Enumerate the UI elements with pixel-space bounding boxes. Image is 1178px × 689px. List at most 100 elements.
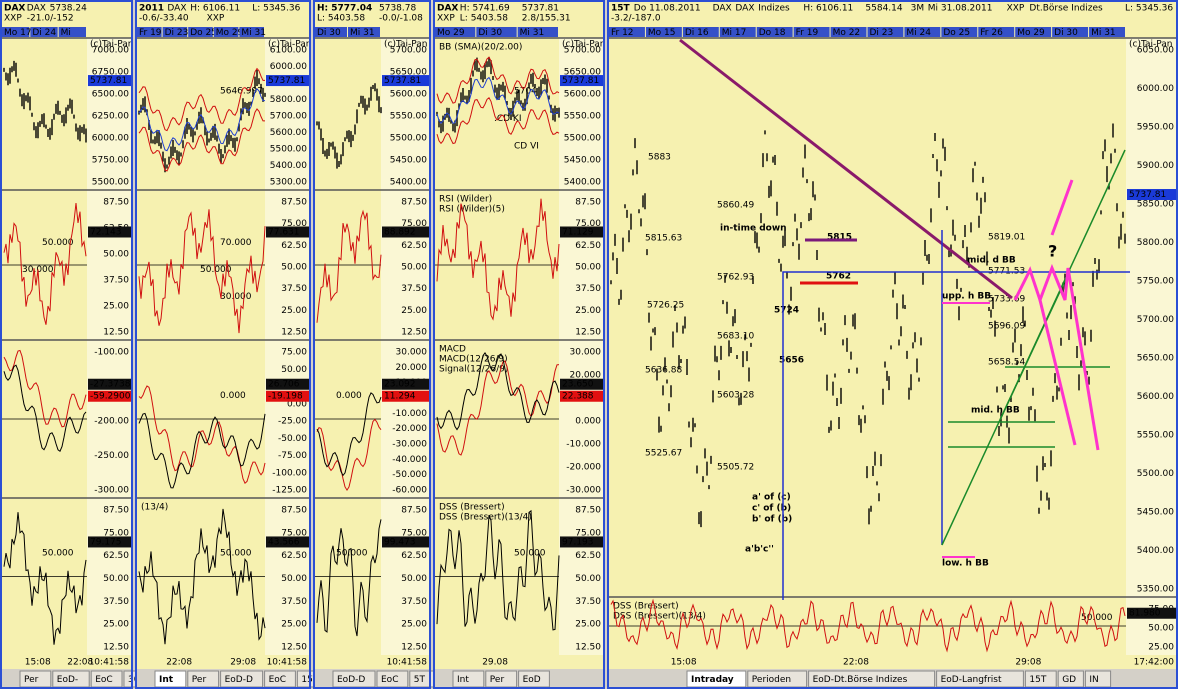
header-text: 15T: [611, 4, 631, 14]
value-badge-label: 99.473: [384, 537, 416, 547]
y-tick-label: 5400.00: [1137, 546, 1174, 556]
y-tick-label: 5600.00: [564, 90, 601, 100]
tab-label[interactable]: EoD-: [57, 675, 78, 685]
y-tick-label: 12.50: [281, 643, 307, 653]
range-line: [782, 271, 1130, 600]
header-text: H: 5777.04: [317, 4, 372, 14]
date-cell: [2, 27, 30, 37]
tab-label[interactable]: EoC: [95, 675, 112, 685]
value-badge: [560, 390, 604, 402]
chart-note: 70.000: [220, 238, 252, 248]
y-tick-label: 62.50: [281, 241, 307, 251]
tab-label[interactable]: Per: [192, 675, 207, 685]
axis-date-bar: [135, 655, 311, 669]
y-tick-label: 37.50: [281, 284, 307, 294]
tab-label[interactable]: EoD-Langfrist: [941, 675, 1002, 685]
tab-label[interactable]: Intraday: [691, 675, 734, 685]
y-tick-label: 6500.00: [92, 90, 129, 100]
tab-label[interactable]: Per: [24, 675, 39, 685]
tab-label[interactable]: EoC: [269, 675, 286, 685]
value-badge-label: 81.980: [1129, 609, 1161, 619]
y-tick-label: -30.000: [392, 440, 427, 450]
indicator-line: [316, 519, 382, 637]
tab-label[interactable]: Per: [490, 675, 505, 685]
date-label: Fr 19: [796, 28, 819, 38]
y-tick-label: 5350.00: [1137, 585, 1174, 595]
value-badge-label: 22.388: [562, 392, 594, 402]
date-label: Mi: [61, 28, 71, 38]
value-badge: [88, 378, 132, 390]
y-tick-label: -40.000: [392, 455, 427, 465]
y-tick-label: 5450.00: [564, 156, 601, 166]
header-text: DAX: [167, 4, 186, 14]
y-tick-label: 5500.00: [564, 134, 601, 144]
indicator-line: [316, 392, 382, 477]
y-tick-label: -300.00: [94, 486, 129, 496]
annotation: 5733.69: [988, 295, 1025, 305]
y-tick-label: 5500.00: [1137, 469, 1174, 479]
header-text: -0.0/-1.08: [379, 14, 423, 24]
annotation: 5636.88: [645, 366, 682, 376]
header-text: Dt.Börse Indizes: [1029, 4, 1103, 14]
indicator-line: [610, 598, 1126, 653]
annotation: low. h BB: [942, 559, 989, 569]
y-tick-label: 75.00: [575, 528, 601, 538]
y-tick-label: 5750.00: [1137, 277, 1174, 287]
tab-label[interactable]: EoD-D: [337, 675, 365, 685]
y-tick-label: -250.00: [94, 451, 129, 461]
date-cell: [645, 27, 682, 37]
indicator-line: [436, 360, 560, 456]
y-tick-label: 37.50: [103, 597, 129, 607]
annotation: 5603.28: [717, 391, 754, 401]
header-text: -21.0/-152: [27, 14, 74, 24]
value-badge-label: 43.566: [268, 537, 300, 547]
tab-label[interactable]: IN: [1089, 675, 1098, 685]
y-tick-label: 6050.00: [1137, 46, 1174, 56]
tab-label[interactable]: Perioden: [752, 675, 791, 685]
date-cell: [609, 27, 645, 37]
y-tick-label: 75.00: [401, 528, 427, 538]
y-tick-label: 5300.00: [270, 178, 307, 188]
value-badge-label: 97.193: [562, 537, 594, 547]
y-tick-label: -125.00: [272, 486, 307, 496]
date-label: Mi 31: [520, 28, 545, 38]
tab-label[interactable]: EoD-Dt.Börse Indizes: [813, 675, 908, 685]
date-cell: [756, 27, 793, 37]
chart-note: 0.000: [336, 391, 362, 401]
date-label: Mi 31: [241, 28, 266, 38]
y-tick-label: 5450.00: [390, 156, 427, 166]
date-label: Mo 29: [437, 28, 465, 38]
y-tick-label: 62.50: [575, 551, 601, 561]
tab-label[interactable]: 5T: [414, 675, 426, 685]
annotation: 5656: [779, 356, 804, 366]
y-tick-label: 5700.00: [1137, 315, 1174, 325]
chart-note: .CD KI: [494, 114, 522, 124]
chart-note: 50.000: [336, 548, 368, 558]
y-tick-label: 0.000: [575, 417, 601, 427]
chart-note: 50.000: [1081, 613, 1113, 623]
y-tick-label: 50.00: [401, 574, 427, 584]
y-tick-label: 75.00: [281, 528, 307, 538]
band-line: [436, 76, 560, 124]
tab-label[interactable]: 15T: [1029, 675, 1046, 685]
date-cell: [58, 27, 86, 37]
value-badge-label: 5737.81: [90, 76, 127, 86]
tab-label[interactable]: GD: [1062, 675, 1076, 685]
tab-label[interactable]: EoD-D: [225, 675, 253, 685]
y-tick-label: 50.00: [1148, 624, 1174, 634]
y-tick-label: 25.00: [401, 620, 427, 630]
tab-label[interactable]: Int: [159, 675, 174, 685]
tab-label[interactable]: EoC: [381, 675, 398, 685]
tab-label[interactable]: Int: [457, 675, 469, 685]
date-label: Di 30: [478, 28, 502, 38]
y-tick-label: 12.50: [103, 643, 129, 653]
y-tick-label: 5650.00: [390, 68, 427, 78]
y-tick-label: 87.50: [401, 506, 427, 516]
chart-note: (c)Tai-Pan: [268, 40, 311, 50]
legend-label: DSS (Bressert): [439, 503, 505, 513]
clock: 10:41:58: [387, 658, 428, 668]
y-tick-label: 5700.00: [564, 46, 601, 56]
annotation: c' of (b): [752, 504, 791, 514]
tab-label[interactable]: EoD: [523, 675, 541, 685]
chart-note: 30.000: [220, 292, 252, 302]
